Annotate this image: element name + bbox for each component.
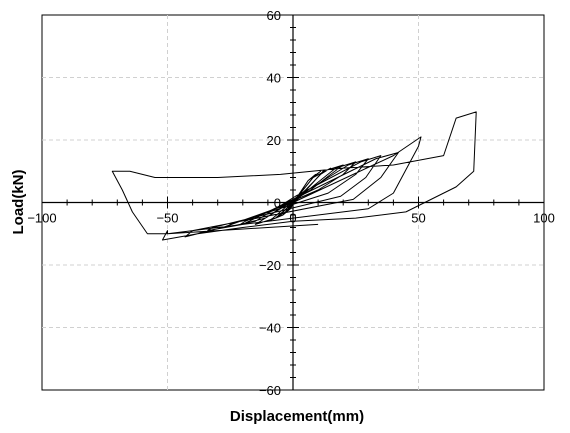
y-axis-title: Load(kN) — [10, 170, 27, 235]
x-tick-label: 50 — [411, 211, 425, 226]
y-tick-label: −20 — [259, 258, 281, 273]
x-tick-label: 0 — [289, 211, 296, 226]
tick-marks — [41, 14, 545, 391]
x-tick-label: −100 — [27, 211, 56, 226]
x-tick-label: 100 — [533, 211, 555, 226]
y-tick-label: −60 — [259, 383, 281, 398]
y-tick-label: 40 — [267, 71, 281, 86]
x-tick-label: −50 — [156, 211, 178, 226]
y-tick-label: 60 — [267, 8, 281, 23]
y-tick-label: 0 — [274, 196, 281, 211]
x-axis-title: Displacement(mm) — [230, 408, 364, 425]
y-tick-label: 20 — [267, 133, 281, 148]
data-series — [111, 111, 477, 241]
y-tick-label: −40 — [259, 321, 281, 336]
tick-labels: −100 −50 0 50 100 60 40 20 0 −20 −40 −60 — [27, 8, 555, 398]
hysteresis-curve — [111, 111, 477, 241]
